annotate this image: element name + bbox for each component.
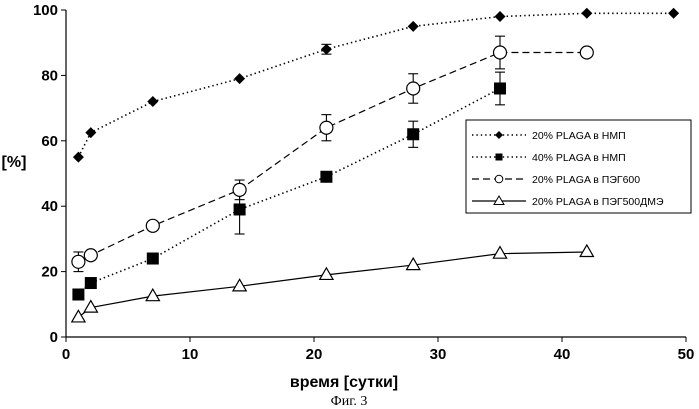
- x-tick-label: 10: [182, 346, 199, 363]
- data-point: [408, 21, 419, 32]
- data-point: [580, 46, 593, 59]
- data-point: [320, 121, 333, 134]
- legend-marker: [495, 175, 503, 183]
- y-axis-title: [%]: [2, 154, 27, 171]
- legend-label: 20% PLAGA в ПЭГ600: [532, 174, 640, 186]
- data-point: [321, 44, 332, 55]
- data-point: [147, 253, 159, 265]
- data-point: [234, 203, 246, 215]
- x-axis-title: время [сутки]: [290, 374, 398, 391]
- x-tick-label: 20: [306, 346, 323, 363]
- x-tick-label: 40: [554, 346, 571, 363]
- y-tick-label: 80: [41, 67, 58, 84]
- data-point: [495, 11, 506, 22]
- series-line: [78, 88, 500, 294]
- data-point: [580, 245, 593, 257]
- data-point: [233, 279, 246, 291]
- data-point: [407, 82, 420, 95]
- data-point: [72, 288, 84, 300]
- data-point: [146, 219, 159, 232]
- data-point: [146, 289, 159, 301]
- x-tick-label: 30: [430, 346, 447, 363]
- data-point: [85, 127, 96, 138]
- legend-marker: [496, 154, 503, 161]
- data-point: [581, 8, 592, 19]
- data-point: [407, 258, 420, 270]
- data-point: [72, 310, 85, 322]
- y-tick-label: 0: [50, 329, 58, 346]
- x-tick-label: 50: [678, 346, 695, 363]
- y-tick-label: 100: [33, 2, 58, 19]
- data-point: [320, 171, 332, 183]
- x-tick-label: 0: [62, 346, 70, 363]
- data-point: [407, 128, 419, 140]
- data-point: [234, 73, 245, 84]
- figure-caption: Фиг. 3: [331, 394, 368, 409]
- data-point: [320, 268, 333, 280]
- legend-label: 20% PLAGA в ПЭГ500ДМЭ: [532, 196, 664, 208]
- series-2: [72, 72, 506, 300]
- data-point: [493, 247, 506, 259]
- data-point: [84, 249, 97, 262]
- data-point: [72, 255, 85, 268]
- legend-label: 20% PLAGA в НМП: [532, 130, 626, 142]
- data-point: [85, 277, 97, 289]
- data-point: [494, 46, 507, 59]
- legend-label: 40% PLAGA в НМП: [532, 152, 626, 164]
- data-point: [494, 82, 506, 94]
- y-tick-label: 60: [41, 133, 58, 150]
- legend: 20% PLAGA в НМП 40% PLAGA в НМП 20% PLAGA …: [466, 120, 691, 213]
- data-point: [147, 96, 158, 107]
- data-point: [73, 152, 84, 163]
- y-tick-label: 40: [41, 198, 58, 215]
- data-point: [668, 8, 679, 19]
- y-tick-label: 20: [41, 264, 58, 281]
- data-point: [233, 183, 246, 196]
